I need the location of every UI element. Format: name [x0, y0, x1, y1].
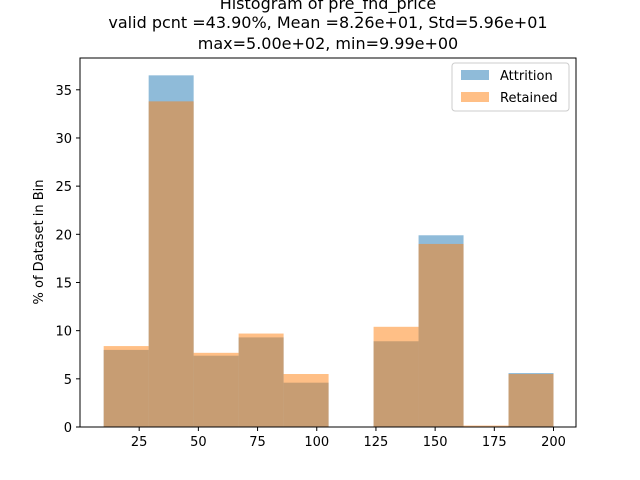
retained-bar-7 [418, 243, 464, 427]
x-tick-label: 200 [541, 435, 566, 450]
retained-bar-8 [463, 425, 509, 427]
x-tick-label: 175 [482, 435, 507, 450]
y-tick-label: 5 [64, 373, 72, 388]
legend: Attrition Retained [451, 62, 570, 112]
chart-title-line-3: max=5.00e+02, min=9.99e+00 [198, 34, 458, 53]
legend-label-attrition: Attrition [500, 69, 553, 84]
y-tick-label: 25 [55, 180, 72, 195]
y-tick-label: 0 [64, 421, 72, 436]
x-tick-label: 125 [364, 435, 389, 450]
y-tick-label: 35 [55, 84, 72, 99]
y-tick-label: 30 [55, 132, 72, 147]
y-axis-label: % of Dataset in Bin [32, 180, 47, 305]
retained-bar-3 [238, 333, 284, 427]
legend-swatch-retained [461, 92, 489, 102]
y-axis-ticks: 0 5 10 15 20 25 30 35 [55, 84, 80, 436]
retained-bar-6 [373, 326, 419, 427]
plot-area-frame [79, 57, 577, 428]
retained-bar-1 [148, 101, 194, 427]
retained-bar-2 [193, 352, 239, 427]
y-tick-label: 10 [55, 325, 72, 340]
x-tick-label: 50 [190, 435, 207, 450]
x-tick-label: 100 [304, 435, 329, 450]
legend-swatch-attrition [461, 70, 489, 80]
retained-bar-0 [103, 346, 149, 427]
x-axis-ticks: 25 50 75 100 125 150 175 200 [131, 427, 566, 450]
y-tick-label: 20 [55, 228, 72, 243]
y-tick-label: 15 [55, 276, 72, 291]
chart-title-line-1: Histogram of pre_fnd_price [220, 0, 437, 14]
retained-bar-9 [508, 374, 554, 427]
chart-title-line-2: valid pcnt =43.90%, Mean =8.26e+01, Std=… [108, 13, 547, 32]
legend-label-retained: Retained [500, 91, 558, 106]
x-tick-label: 75 [249, 435, 266, 450]
bars-layer [103, 75, 554, 427]
x-tick-label: 150 [423, 435, 448, 450]
x-tick-label: 25 [131, 435, 148, 450]
retained-bar-4 [283, 374, 329, 427]
